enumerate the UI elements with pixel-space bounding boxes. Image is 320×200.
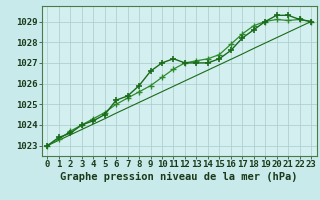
X-axis label: Graphe pression niveau de la mer (hPa): Graphe pression niveau de la mer (hPa) <box>60 172 298 182</box>
